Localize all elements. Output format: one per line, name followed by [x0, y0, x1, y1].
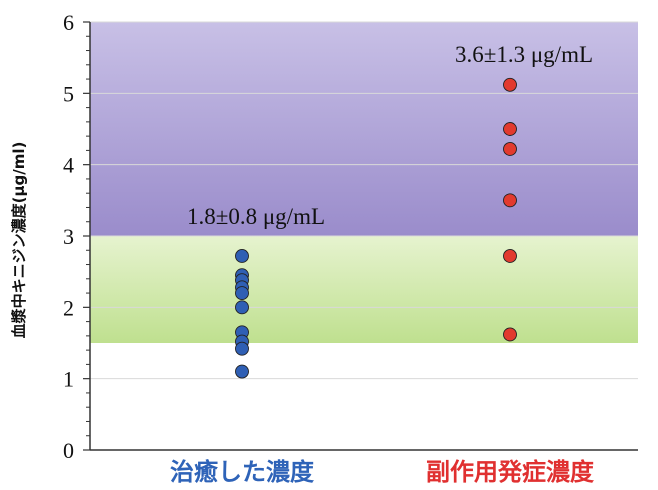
data-point-1-0 — [503, 77, 517, 92]
data-point-0-5 — [235, 300, 249, 315]
data-point-0-0 — [235, 249, 249, 263]
axes-layer: 0 1 2 3 4 5 6 血漿中キニジン濃度(μg/ml) — [10, 10, 638, 463]
y-tick-label-6: 6 — [63, 10, 74, 35]
labels-layer: 治癒した濃度 副作用発症濃度 1.8±0.8 μg/mL 3.6±1.3 μg/mL — [170, 42, 595, 486]
grid-layer — [90, 21, 638, 380]
y-tick-label-0: 0 — [63, 438, 74, 463]
band-1 — [90, 236, 638, 343]
y-tick-label-5: 5 — [63, 81, 74, 106]
x-category-label-0: 治癒した濃度 — [170, 458, 315, 486]
data-point-1-3 — [503, 193, 517, 208]
data-point-0-8 — [235, 341, 249, 356]
x-category-label-1: 副作用発症濃度 — [426, 458, 595, 486]
points-layer — [235, 77, 517, 379]
annotation-0: 1.8±0.8 μg/mL — [187, 204, 325, 229]
annotation-1: 3.6±1.3 μg/mL — [455, 42, 593, 67]
data-point-1-4 — [503, 249, 517, 263]
y-tick-label-1: 1 — [63, 367, 74, 392]
y-axis-label: 血漿中キニジン濃度(μg/ml) — [10, 142, 28, 339]
data-point-1-2 — [503, 142, 517, 156]
data-point-1-1 — [503, 122, 517, 136]
bands-layer — [90, 22, 638, 343]
y-tick-label-4: 4 — [63, 153, 74, 178]
data-point-0-9 — [235, 364, 249, 379]
band-0 — [90, 22, 638, 236]
y-tick-label-2: 2 — [63, 295, 74, 320]
data-point-1-5 — [503, 327, 517, 342]
data-point-0-4 — [235, 286, 249, 301]
y-tick-label-3: 3 — [63, 224, 74, 249]
